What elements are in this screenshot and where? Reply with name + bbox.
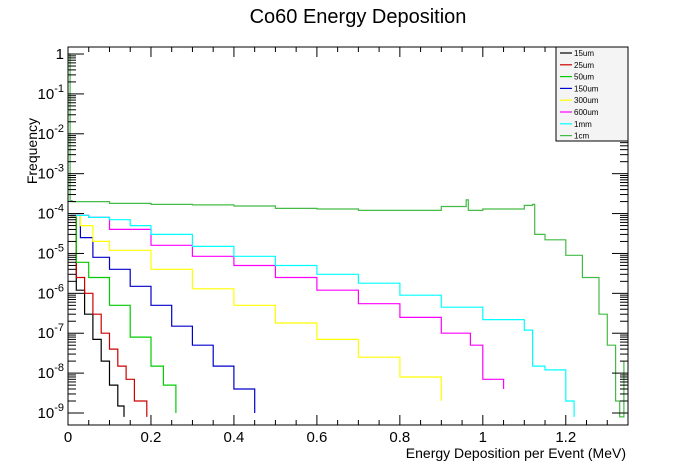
- legend-label-600um: 600um: [574, 108, 599, 117]
- series-line-25um: [70, 216, 148, 417]
- legend-box: [555, 46, 629, 142]
- x-tick-label: 1.2: [555, 429, 576, 446]
- plot-frame: [67, 46, 629, 426]
- y-tick-label: 10-5: [38, 242, 64, 262]
- x-tick-label: 1: [479, 429, 487, 446]
- legend: 15um 25um 50um 150um 300um 600um 1mm 1cm: [555, 46, 629, 142]
- x-tick-label: 0.6: [306, 429, 327, 446]
- y-tick-label: 10-7: [38, 322, 64, 342]
- x-tick-label: 0.8: [389, 429, 410, 446]
- x-tick-label: 0.2: [141, 429, 162, 446]
- series-line-15um: [70, 216, 125, 417]
- series-line-1mm: [70, 214, 575, 417]
- legend-label-150um: 150um: [574, 84, 599, 93]
- chart-title: Co60 Energy Deposition: [250, 6, 467, 28]
- series-layer: [68, 53, 625, 418]
- y-tick-label: 10-4: [38, 203, 64, 223]
- y-tick-label: 10-9: [38, 402, 64, 422]
- y-tick-label: 1: [56, 46, 64, 63]
- legend-label-1mm: 1mm: [574, 120, 592, 129]
- series-line-150um: [70, 214, 256, 413]
- legend-label-15um: 15um: [574, 49, 594, 58]
- series-line-600um: [70, 214, 505, 389]
- series-line-50um: [70, 216, 177, 413]
- x-tick-label: 0.4: [223, 429, 244, 446]
- legend-label-25um: 25um: [574, 61, 594, 70]
- legend-label-50um: 50um: [574, 73, 594, 82]
- x-tick-label: 0: [64, 429, 72, 446]
- y-tick-label: 10-6: [38, 282, 64, 302]
- y-tick-label: 10-8: [38, 362, 64, 382]
- y-tick-label: 10-3: [38, 163, 64, 183]
- axes-layer: 0 0.2 0.4 0.6 0.8 1 1.2 10-9 10-8 10-7 10-6 10-5 10-…: [38, 46, 628, 446]
- y-axis-title: Frequency: [24, 118, 40, 184]
- legend-label-300um: 300um: [574, 96, 599, 105]
- series-line-1cm: [68, 53, 625, 418]
- legend-label-1cm: 1cm: [574, 132, 589, 141]
- y-tick-label: 10-2: [38, 123, 64, 143]
- series-line-300um: [70, 214, 442, 401]
- y-tick-label: 10-1: [38, 83, 64, 103]
- x-axis-title: Energy Deposition per Event (MeV): [406, 445, 626, 461]
